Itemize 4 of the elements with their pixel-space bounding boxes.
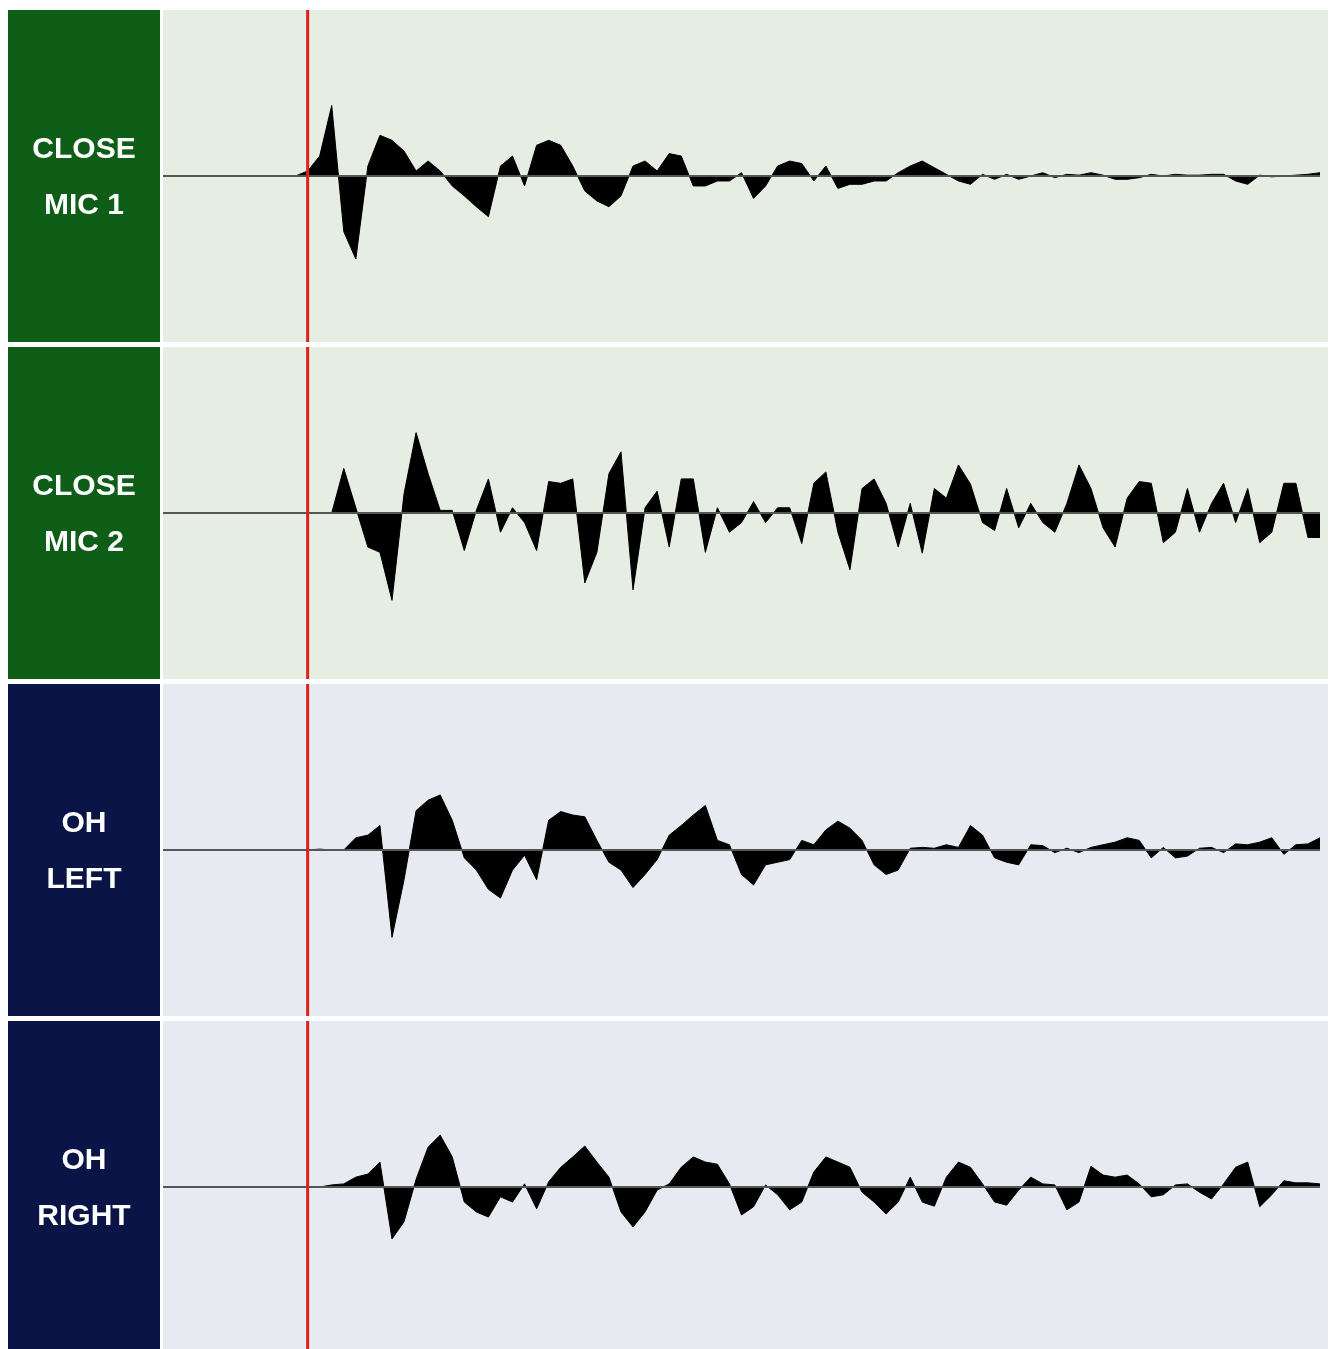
text: CLOSE MIC 2 (31, 467, 137, 559)
text: OH LEFT (45, 804, 123, 896)
text: CLOSE MIC 1 (31, 130, 137, 222)
text: OH RIGHT (36, 1141, 132, 1233)
